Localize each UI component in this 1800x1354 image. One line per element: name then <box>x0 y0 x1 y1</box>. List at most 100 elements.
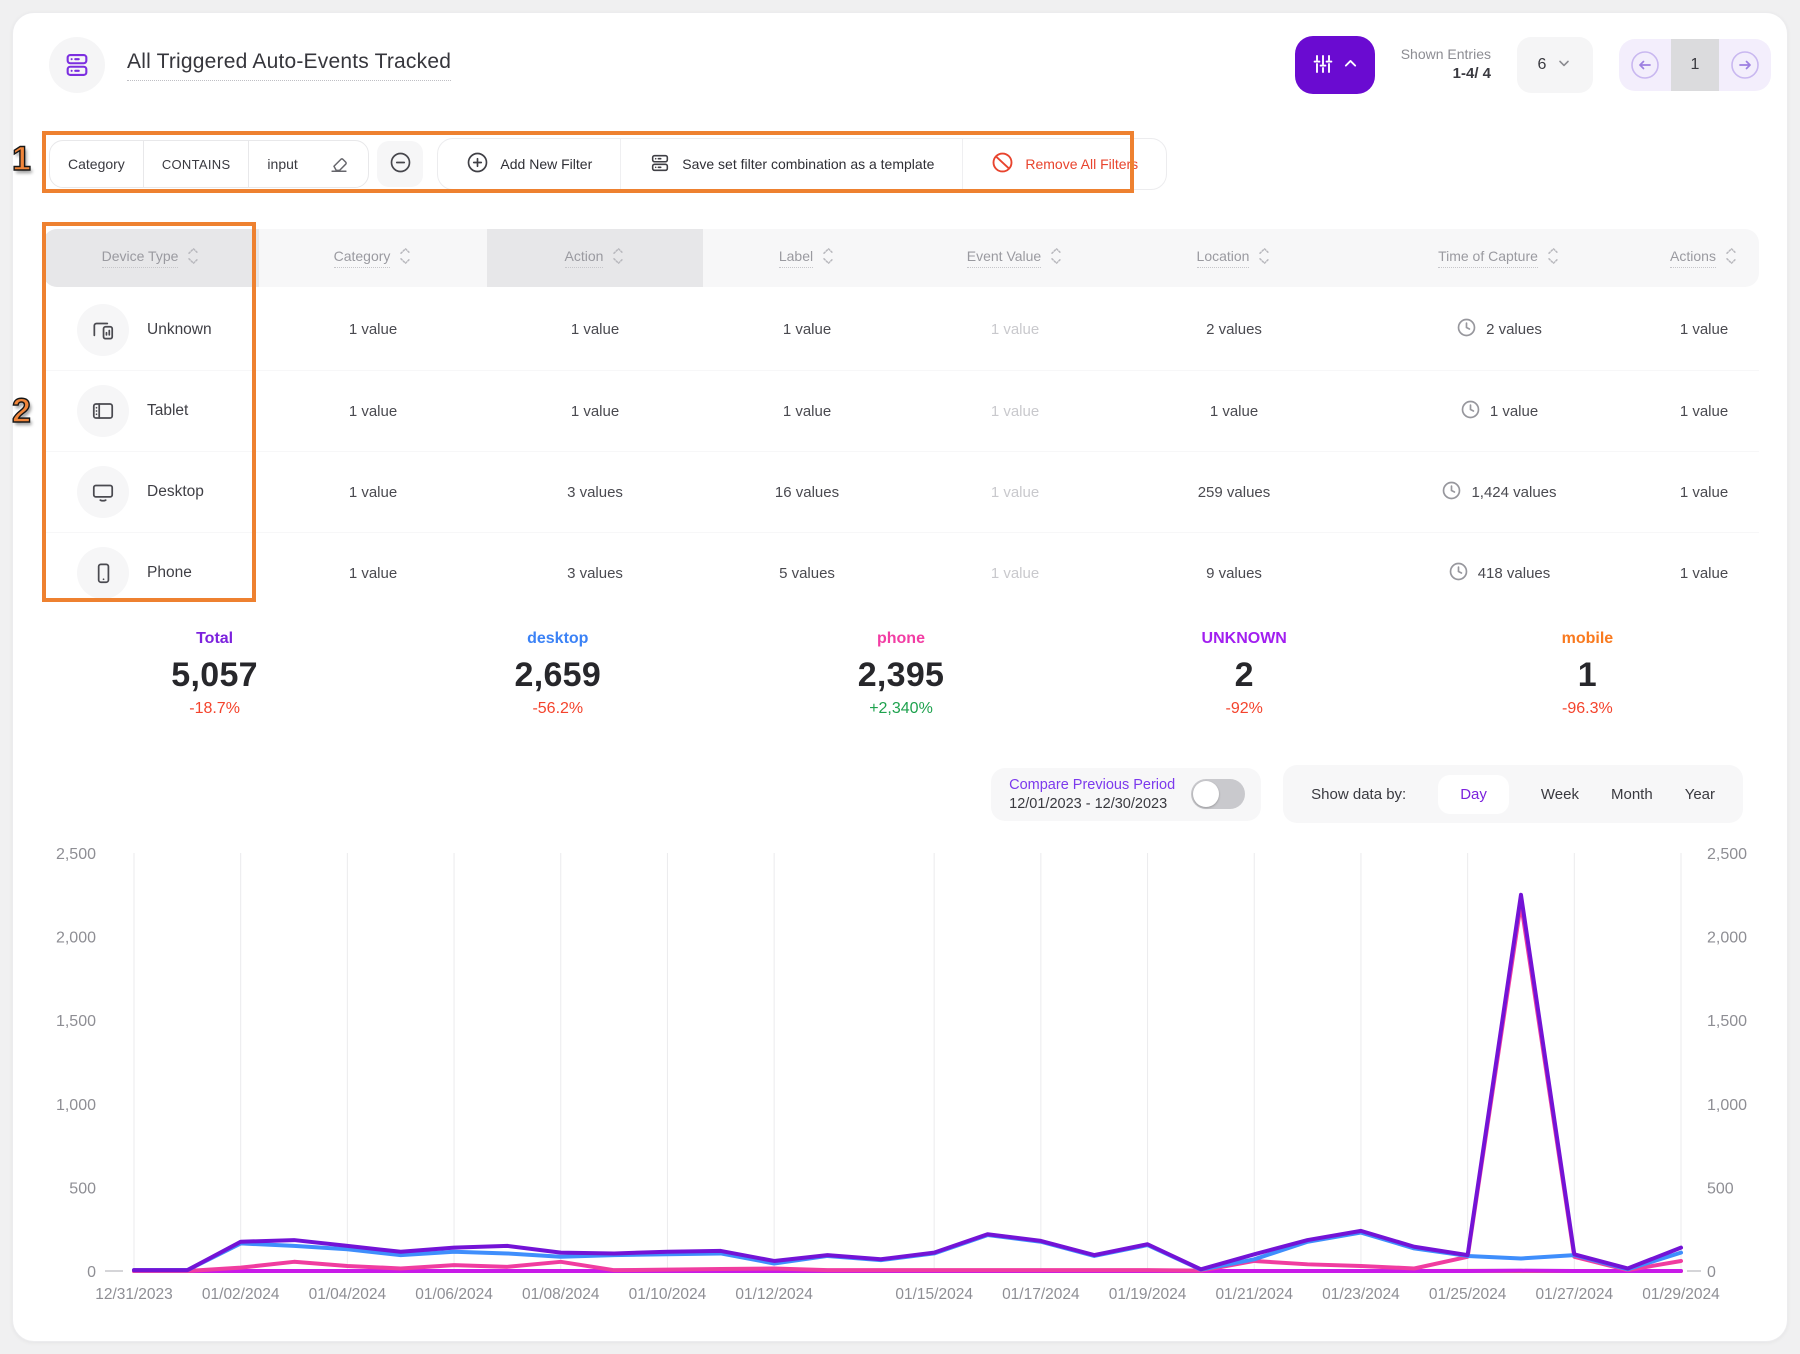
table-row[interactable]: Unknown 1 value 1 value 1 value 1 value … <box>43 289 1759 370</box>
table-row[interactable]: Phone 1 value 3 values 5 values 1 value … <box>43 532 1759 613</box>
shown-entries: Shown Entries 1-4/ 4 <box>1401 45 1491 84</box>
cell-time-of-capture: 1 value <box>1489 402 1539 420</box>
shown-entries-label: Shown Entries <box>1400 46 1491 63</box>
add-new-filter-button[interactable]: Add New Filter <box>438 139 620 189</box>
sort-arrows-icon[interactable] <box>187 247 200 270</box>
stat-desktop: desktop 2,659 -56.2% <box>386 630 729 718</box>
svg-text:01/12/2024: 01/12/2024 <box>735 1286 813 1303</box>
granularity-option-day[interactable]: Day <box>1438 774 1509 814</box>
table-header: Device Type Category Action Label Event … <box>43 229 1759 287</box>
stat-label: UNKNOWN <box>1201 630 1287 647</box>
sort-arrows-icon[interactable] <box>822 247 835 270</box>
svg-text:01/10/2024: 01/10/2024 <box>629 1286 707 1303</box>
cell-action: 1 value <box>570 402 620 420</box>
chevron-up-icon <box>1342 55 1359 75</box>
column-header-label[interactable]: Label <box>703 229 911 287</box>
column-header-time-of-capture[interactable]: Time of Capture <box>1349 229 1649 287</box>
column-header-action[interactable]: Action <box>487 229 703 287</box>
sort-arrows-icon[interactable] <box>1725 247 1738 270</box>
cell-location: 1 value <box>1209 402 1259 420</box>
svg-text:01/25/2024: 01/25/2024 <box>1429 1286 1507 1303</box>
stat-total: Total 5,057 -18.7% <box>43 630 386 718</box>
stat-value: 2 <box>1234 656 1254 694</box>
show-data-by: Show data by: Day Week Month Year <box>1283 765 1743 823</box>
stat-change: -56.2% <box>532 700 584 717</box>
cell-category: 1 value <box>348 321 398 338</box>
filter-field-select[interactable]: Category <box>68 156 125 172</box>
add-new-filter-label: Add New Filter <box>500 156 593 172</box>
remove-all-filters-button[interactable]: Remove All Filters <box>962 139 1166 189</box>
summary-stats: Total 5,057 -18.7% desktop 2,659 -56.2% … <box>43 630 1759 718</box>
smartphone-icon <box>77 547 129 599</box>
compare-date-range: 12/01/2023 - 12/30/2023 <box>1009 795 1168 812</box>
svg-text:500: 500 <box>69 1180 96 1197</box>
top-bar-right: Shown Entries 1-4/ 4 6 1 <box>1294 36 1771 94</box>
stat-value: 2,395 <box>857 656 945 694</box>
next-page-button[interactable] <box>1719 39 1771 91</box>
page-title: All Triggered Auto-Events Tracked <box>127 50 452 81</box>
cell-label: 1 value <box>782 321 832 338</box>
svg-text:01/19/2024: 01/19/2024 <box>1109 1286 1187 1303</box>
filter-operator-select[interactable]: CONTAINS <box>142 141 249 187</box>
events-line-chart: 12/31/2023 01/02/2024 01/04/2024 01/06/2024… <box>56 846 1747 1303</box>
cell-action: 1 value <box>570 321 620 338</box>
table-row[interactable]: Tablet 1 value 1 value 1 value 1 value 1… <box>43 370 1759 451</box>
svg-text:01/21/2024: 01/21/2024 <box>1215 1286 1293 1303</box>
sort-arrows-icon[interactable] <box>1547 247 1560 270</box>
svg-text:01/06/2024: 01/06/2024 <box>415 1286 493 1303</box>
device-type-label: Desktop <box>147 483 204 500</box>
sort-arrows-icon[interactable] <box>1050 247 1063 270</box>
column-header-event-value[interactable]: Event Value <box>911 229 1119 287</box>
filter-value-text: input <box>267 156 298 172</box>
compare-toggle[interactable] <box>1191 779 1246 809</box>
sort-arrows-icon[interactable] <box>399 247 412 270</box>
cell-label: 1 value <box>782 402 832 420</box>
svg-text:01/04/2024: 01/04/2024 <box>309 1286 387 1303</box>
no-entry-icon <box>991 151 1014 177</box>
stat-change: -96.3% <box>1562 700 1613 717</box>
granularity-option-week[interactable]: Week <box>1540 785 1579 803</box>
save-filter-template-label: Save set filter combination as a templat… <box>682 156 935 172</box>
save-filter-template-button[interactable]: Save set filter combination as a templat… <box>620 139 962 189</box>
cell-time-of-capture: 1,424 values <box>1471 483 1557 501</box>
table-row[interactable]: Desktop 1 value 3 values 16 values 1 val… <box>43 451 1759 532</box>
filter-value-input[interactable]: input <box>248 141 368 187</box>
column-header-device-type[interactable]: Device Type <box>43 229 259 287</box>
cell-time-of-capture: 2 values <box>1486 321 1542 338</box>
stat-value: 5,057 <box>171 656 258 694</box>
cell-category: 1 value <box>348 402 398 420</box>
column-header-category[interactable]: Category <box>259 229 487 287</box>
database-icon <box>649 152 671 177</box>
sort-arrows-icon[interactable] <box>1258 247 1271 270</box>
stat-mobile: mobile 1 -96.3% <box>1416 630 1759 718</box>
toggle-knob <box>1193 781 1220 807</box>
chevron-down-icon <box>1556 55 1572 76</box>
svg-text:2,500: 2,500 <box>1707 846 1747 863</box>
column-header-location[interactable]: Location <box>1119 229 1349 287</box>
svg-text:2,000: 2,000 <box>56 930 96 947</box>
svg-text:1,500: 1,500 <box>56 1013 96 1030</box>
clock-icon <box>1441 480 1462 505</box>
cell-actions: 1 value <box>1679 564 1729 582</box>
svg-text:0: 0 <box>87 1264 96 1281</box>
granularity-option-month[interactable]: Month <box>1610 785 1653 803</box>
sort-arrows-icon[interactable] <box>612 247 625 270</box>
prev-page-button[interactable] <box>1619 39 1671 91</box>
devices-icon <box>77 303 129 356</box>
stat-change: -18.7% <box>189 700 240 717</box>
minus-circle-icon <box>389 151 412 177</box>
svg-text:01/23/2024: 01/23/2024 <box>1322 1286 1400 1303</box>
filter-panel-toggle-button[interactable] <box>1294 36 1375 94</box>
remove-filter-button[interactable] <box>377 141 424 187</box>
filter-actions: Add New Filter Save set filter combinati… <box>437 138 1168 190</box>
granularity-option-year[interactable]: Year <box>1684 785 1715 803</box>
plus-circle-icon <box>466 151 489 177</box>
stat-label: mobile <box>1561 630 1614 647</box>
remove-all-filters-label: Remove All Filters <box>1025 156 1139 172</box>
page-size-select[interactable]: 6 <box>1517 37 1593 93</box>
eraser-icon[interactable] <box>328 152 350 177</box>
column-header-actions[interactable]: Actions <box>1649 229 1759 287</box>
pagination: 1 <box>1619 39 1771 91</box>
svg-text:2,500: 2,500 <box>56 846 96 863</box>
svg-text:1,000: 1,000 <box>56 1097 96 1114</box>
